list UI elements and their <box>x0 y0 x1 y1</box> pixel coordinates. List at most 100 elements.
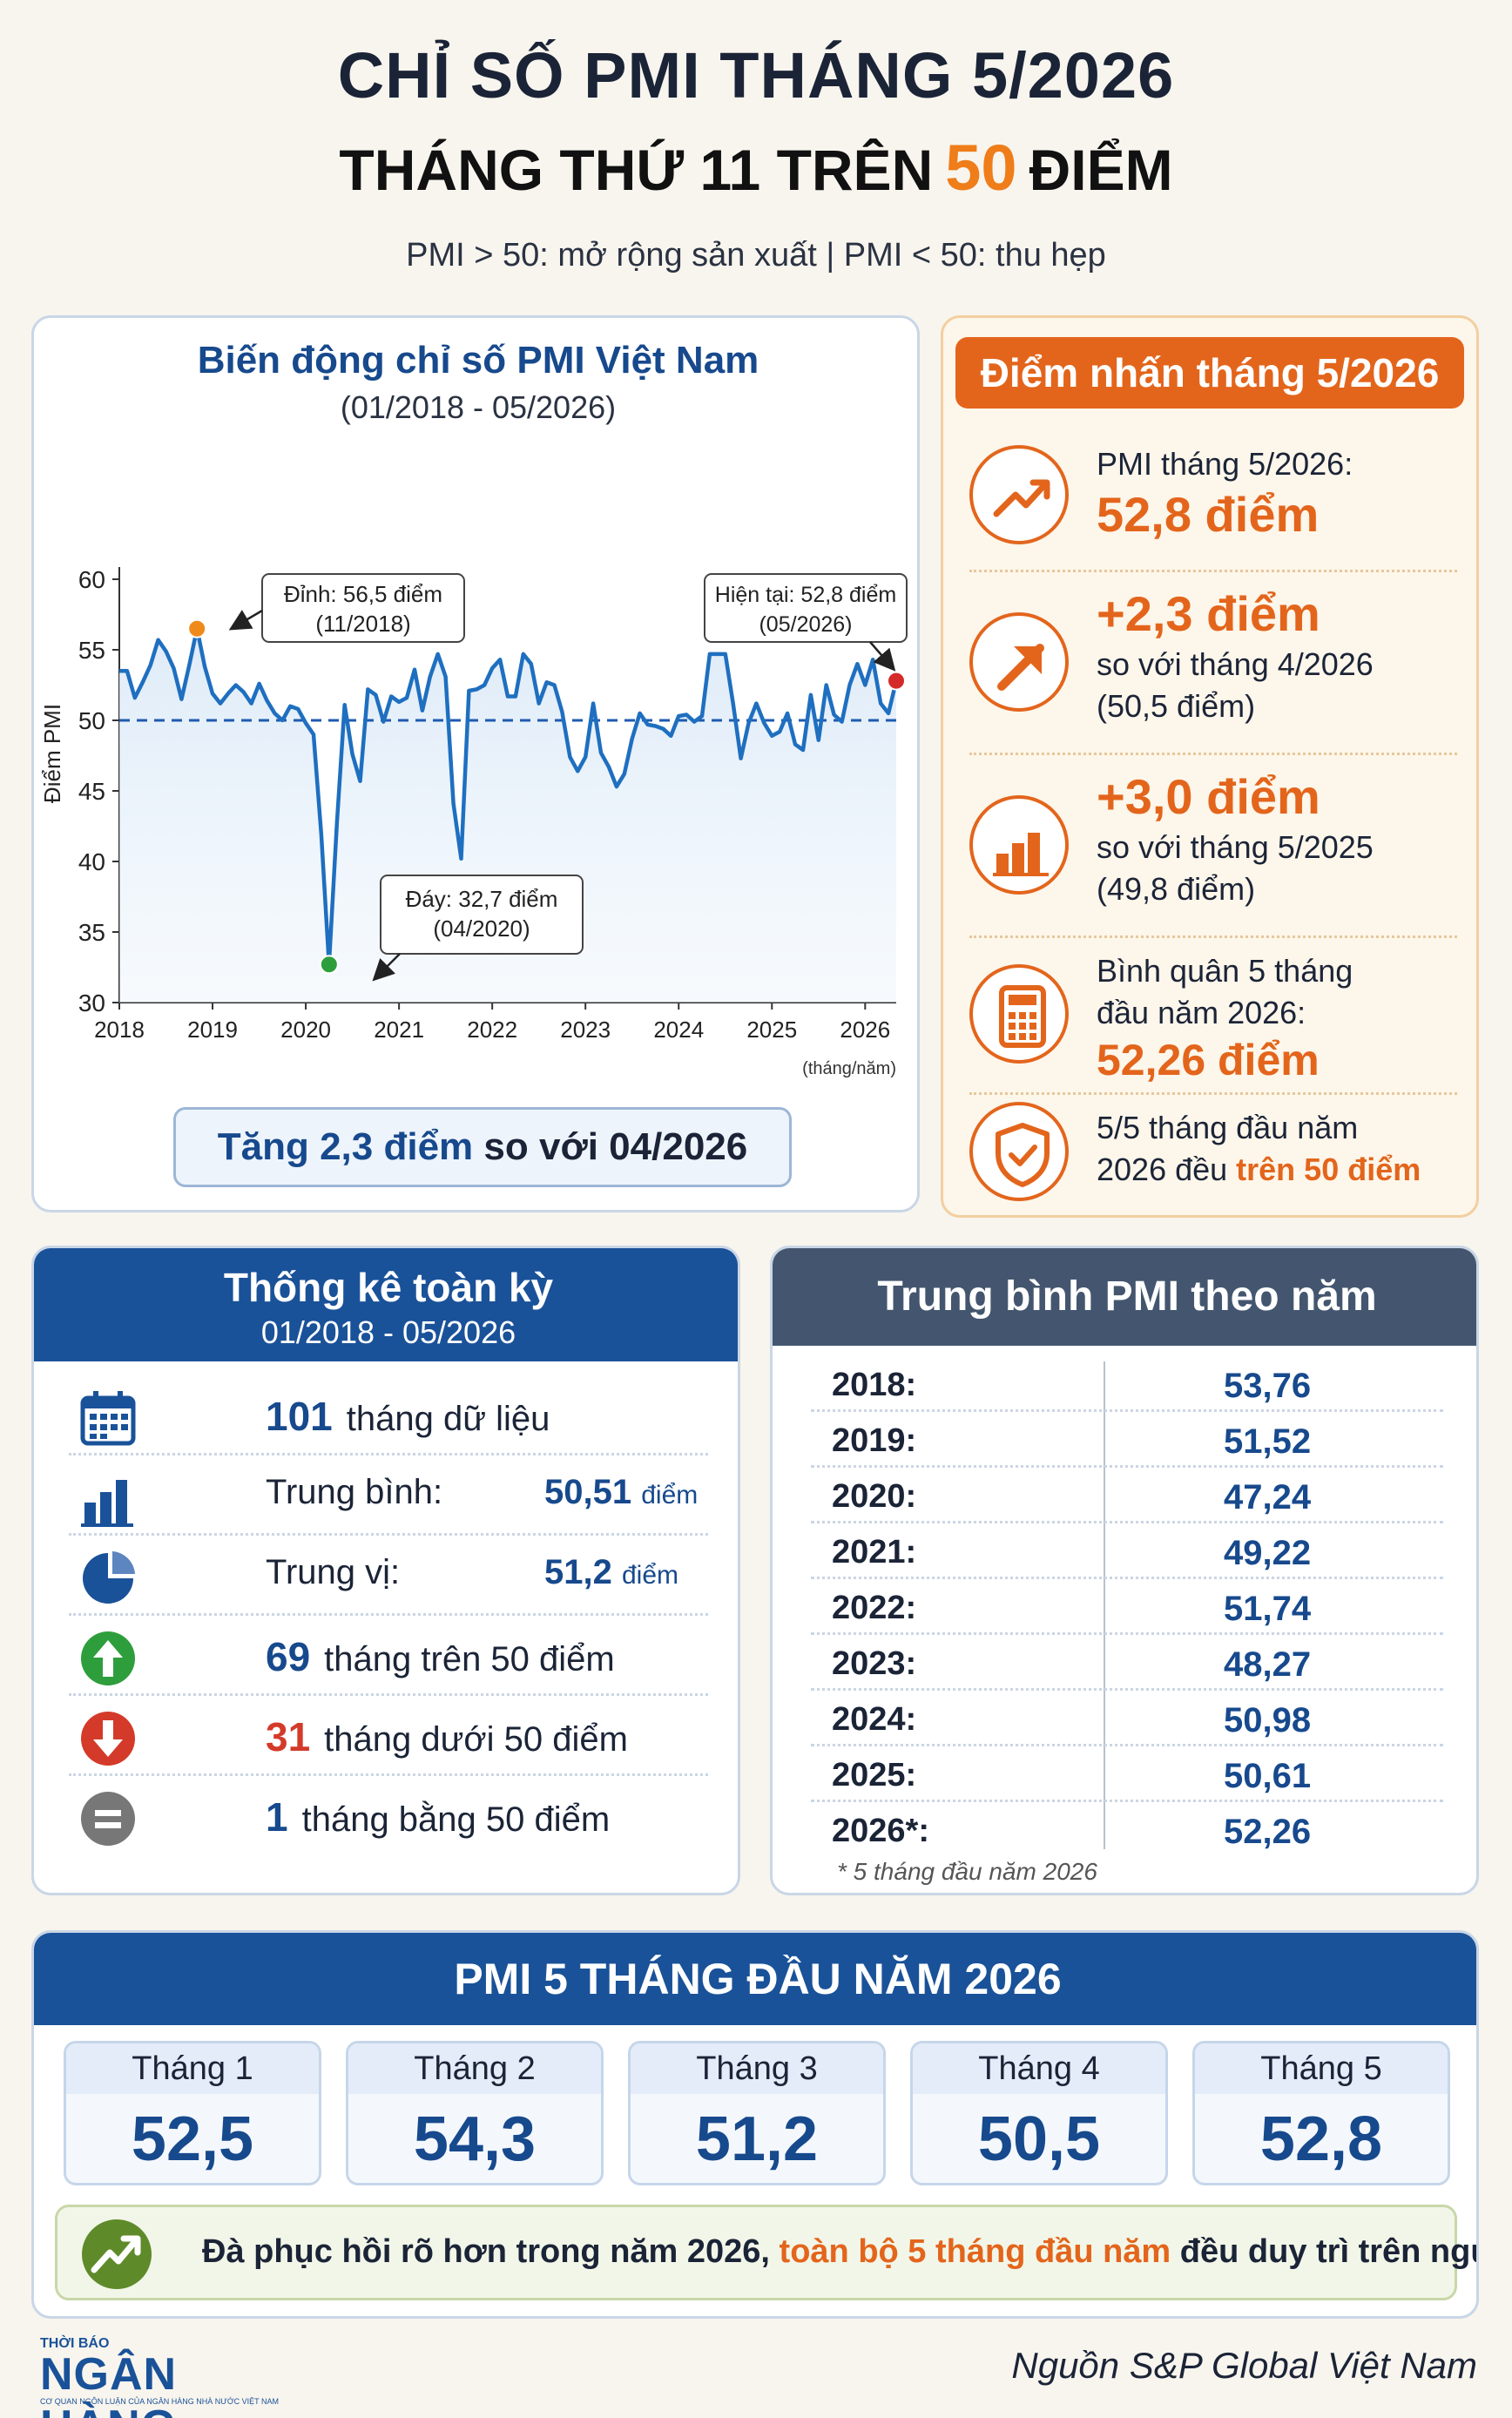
trend-up-icon <box>969 445 1069 544</box>
peak-annotation-line2: (11/2018) <box>315 611 410 637</box>
x-tick-label: 2026 <box>840 1017 890 1043</box>
pmi-area <box>119 628 896 1003</box>
month-card: Tháng 2 54,3 <box>346 2041 604 2185</box>
month-label: Tháng 5 <box>1195 2043 1448 2094</box>
current-annotation-line2: (05/2026) <box>759 612 852 637</box>
y-axis-title: Điểm PMI <box>39 704 65 803</box>
peak-annotation: Đỉnh: 56,5 điểm (11/2018) <box>228 573 465 643</box>
year-label: 2023: <box>832 1645 917 1682</box>
year-row: 2024: 50,98 <box>811 1691 1443 1746</box>
logo-small-text: THỜI BÁO <box>40 2336 110 2351</box>
growth-icon <box>82 2219 152 2289</box>
stat-equal-value: 1 <box>266 1794 288 1840</box>
year-label: 2024: <box>832 1701 917 1738</box>
stat-above-value: 69 <box>266 1634 311 1679</box>
year-label: 2025: <box>832 1757 917 1793</box>
month-card: Tháng 5 52,8 <box>1192 2041 1450 2185</box>
year-label: 2019: <box>832 1422 917 1459</box>
y-tick-label: 60 <box>78 566 105 593</box>
logo-wordmark: NGÂN HÀNG <box>40 2349 178 2418</box>
stat-row-below: 31 tháng dưới 50 điểm <box>69 1696 708 1776</box>
year-label: 2020: <box>832 1478 917 1515</box>
year-row: 2026*: 52,26 <box>811 1802 1443 1858</box>
year-row: 2025: 50,61 <box>811 1746 1443 1802</box>
highlight-streak: 5/5 tháng đầu năm 2026 đều trên 50 điểm <box>969 1095 1457 1208</box>
y-tick-label: 50 <box>78 707 105 734</box>
month-value: 50,5 <box>977 2104 1101 2174</box>
trough-annotation-line1: Đáy: 32,7 điểm <box>406 886 558 912</box>
month-label: Tháng 3 <box>631 2043 883 2094</box>
highlights-heading: Điểm nhấn tháng 5/2026 <box>955 337 1464 409</box>
source-credit: Nguồn S&P Global Việt Nam <box>1011 2345 1477 2386</box>
x-tick-label: 2025 <box>746 1017 797 1043</box>
year-value: 47,24 <box>1224 1478 1312 1516</box>
trough-point <box>319 955 339 975</box>
year-label: 2021: <box>832 1534 917 1570</box>
monthly-note-pre: Đà phục hồi rõ hơn trong năm 2026, <box>202 2233 780 2270</box>
stats-heading: Thống kê toàn kỳ <box>223 1265 554 1310</box>
y-tick-label: 55 <box>78 637 105 664</box>
subtitle-pre: THÁNG THỨ 11 TRÊN <box>339 138 934 202</box>
highlight-current-value: 52,8 điểm <box>1097 487 1320 542</box>
subtitle-post: ĐIỂM <box>1029 138 1173 202</box>
highlight-mom: +2,3 điểm so với tháng 4/2026 (50,5 điểm… <box>969 572 1457 755</box>
trough-annotation: Đáy: 32,7 điểm (04/2020) <box>372 875 584 982</box>
month-value: 52,8 <box>1259 2104 1383 2174</box>
x-tick-label: 2021 <box>374 1017 424 1043</box>
equals-circle-icon <box>81 1792 135 1846</box>
x-tick-label: 2022 <box>467 1017 517 1043</box>
y-tick-label: 30 <box>78 989 105 1017</box>
pmi-line-chart: 30 35 40 45 50 55 60 2018 2019 2020 2021 2022 2023 20… <box>39 566 908 1078</box>
page-title: CHỈ SỐ PMI THÁNG 5/2026 <box>337 39 1175 111</box>
chart-note: Tăng 2,3 điểm so với 04/2026 <box>173 1107 792 1187</box>
highlight-average-label2: đầu năm 2026: <box>1097 995 1306 1030</box>
year-row: 2023: 48,27 <box>811 1635 1443 1691</box>
highlight-average: Bình quân 5 tháng đầu năm 2026: 52,26 đi… <box>969 938 1457 1095</box>
year-row: 2021: 49,22 <box>811 1523 1443 1579</box>
highlights-panel: Điểm nhấn tháng 5/2026 PMI tháng 5/2026:… <box>941 315 1479 1218</box>
monthly-note-hl: toàn bộ 5 tháng đầu năm <box>779 2233 1171 2270</box>
stat-row-mean: Trung bình: 50,51 điểm <box>69 1456 708 1536</box>
x-tick-label: 2020 <box>280 1017 331 1043</box>
page-subtitle: THÁNG THỨ 11 TRÊN 50 ĐIỂM <box>0 131 1512 205</box>
y-tick-label: 35 <box>78 919 105 946</box>
stat-above-label: tháng trên 50 điểm <box>324 1640 615 1678</box>
x-tick-label: 2018 <box>94 1017 145 1043</box>
bar-chart-icon <box>969 795 1069 895</box>
logo-tagline: CƠ QUAN NGÔN LUẬN CỦA NGÂN HÀNG NHÀ NƯỚC… <box>40 2397 279 2406</box>
chart-title: Biến động chỉ số PMI Việt Nam <box>197 339 759 382</box>
arrow-up-circle-icon <box>81 1631 135 1685</box>
highlight-streak-label2: 2026 đều <box>1097 1152 1237 1187</box>
year-value: 49,22 <box>1224 1534 1312 1572</box>
yearly-divider <box>1104 1361 1105 1849</box>
monthly-note: Đà phục hồi rõ hơn trong năm 2026, toàn … <box>55 2205 1476 2300</box>
year-row: 2019: 51,52 <box>811 1412 1443 1468</box>
year-row: 2022: 51,74 <box>811 1579 1443 1635</box>
current-annotation-line1: Hiện tại: 52,8 điểm <box>715 583 896 607</box>
y-tick-label: 45 <box>78 778 105 805</box>
year-row: 2018: 53,76 <box>811 1356 1443 1412</box>
x-tick-label: 2024 <box>653 1017 704 1043</box>
stats-panel: Thống kê toàn kỳ 01/2018 - 05/2026 101 th… <box>31 1246 740 1895</box>
x-tick-label: 2019 <box>187 1017 238 1043</box>
publisher-logo[interactable]: THỜI BÁO NGÂN HÀNG CƠ QUAN NGÔN LUẬN CỦA… <box>40 2336 319 2418</box>
peak-point <box>187 618 207 638</box>
stat-row-median: Trung vị: 51,2 điểm <box>69 1536 708 1616</box>
year-row: 2020: 47,24 <box>811 1468 1443 1523</box>
calculator-icon <box>969 964 1069 1064</box>
month-value: 54,3 <box>413 2104 537 2174</box>
stat-median-value: 51,2 <box>544 1553 612 1591</box>
stat-equal-label: tháng bằng 50 điểm <box>301 1800 611 1839</box>
highlight-current-label: PMI tháng 5/2026: <box>1097 446 1353 482</box>
stat-count-value: 101 <box>266 1394 333 1439</box>
month-card: Tháng 4 50,5 <box>910 2041 1168 2185</box>
month-card: Tháng 3 51,2 <box>628 2041 886 2185</box>
year-label: 2018: <box>832 1367 917 1403</box>
peak-annotation-line1: Đỉnh: 56,5 điểm <box>284 581 442 607</box>
stat-row-equal: 1 tháng bằng 50 điểm <box>69 1776 708 1856</box>
highlight-streak-hl: trên 50 điểm <box>1236 1152 1421 1187</box>
bar-chart-icon <box>81 1480 133 1527</box>
stats-header: Thống kê toàn kỳ 01/2018 - 05/2026 <box>34 1248 738 1361</box>
highlight-current: PMI tháng 5/2026: 52,8 điểm <box>969 424 1457 572</box>
arrow-down-circle-icon <box>81 1712 135 1766</box>
